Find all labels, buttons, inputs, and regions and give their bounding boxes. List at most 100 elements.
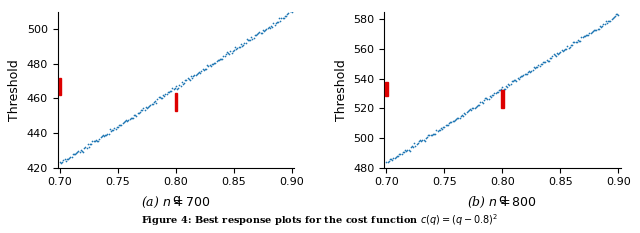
Point (129, 113, 140, 117)
Point (74, 150, 84, 153)
Point (430, 132, 440, 135)
Point (490, 91, 500, 95)
Point (520, 72, 531, 76)
Point (243, 38, 253, 41)
Point (414, 139, 424, 143)
Point (481, 96, 492, 100)
Point (572, 41, 582, 44)
Point (576, 35, 586, 39)
Point (494, 88, 504, 92)
Point (551, 54, 561, 58)
Point (164, 90, 174, 94)
Point (422, 135, 432, 139)
Point (83, 142, 93, 145)
Point (251, 33, 261, 37)
Point (518, 73, 529, 77)
Point (527, 68, 538, 72)
Point (68, 153, 78, 156)
Point (581, 33, 591, 37)
Point (539, 60, 549, 64)
Point (223, 51, 233, 55)
Point (523, 70, 533, 74)
Point (561, 47, 572, 51)
Point (220, 54, 230, 58)
Point (104, 132, 114, 136)
Point (396, 152, 406, 156)
Point (118, 120, 129, 124)
Point (511, 79, 522, 83)
Point (564, 45, 575, 49)
Point (596, 25, 606, 29)
Point (563, 46, 573, 49)
Point (449, 119, 459, 123)
Point (76, 148, 86, 152)
Point (460, 112, 470, 115)
Point (111, 127, 121, 131)
Point (403, 148, 413, 152)
Point (506, 82, 516, 86)
Point (228, 49, 238, 53)
Point (208, 62, 218, 66)
Point (415, 139, 425, 142)
Point (545, 56, 555, 60)
Point (477, 101, 488, 105)
Y-axis label: Threshold: Threshold (335, 59, 348, 121)
Point (399, 150, 409, 154)
Point (458, 114, 468, 118)
Point (257, 31, 267, 34)
Point (224, 52, 234, 56)
Point (575, 39, 586, 42)
Point (125, 116, 136, 120)
Point (483, 97, 493, 101)
Text: (b) $n = 800$: (b) $n = 800$ (467, 195, 538, 210)
Point (86, 142, 97, 146)
Point (563, 45, 573, 48)
Point (438, 125, 449, 129)
Point (207, 62, 217, 66)
Point (525, 70, 536, 74)
Point (195, 71, 205, 75)
Point (454, 116, 465, 120)
Point (194, 70, 204, 74)
Point (499, 88, 509, 91)
Point (88, 139, 99, 143)
Point (269, 23, 280, 27)
Point (591, 28, 602, 32)
Point (477, 100, 487, 104)
Point (211, 59, 221, 62)
Point (106, 129, 116, 133)
Bar (58, 78, 61, 95)
Point (284, 9, 294, 13)
Point (109, 126, 120, 130)
Point (484, 94, 495, 98)
Point (507, 79, 517, 83)
Point (154, 96, 164, 99)
Point (84, 145, 94, 149)
Point (409, 142, 419, 145)
Point (401, 149, 412, 153)
Point (431, 128, 442, 131)
Point (90, 139, 100, 143)
Point (552, 51, 562, 55)
Point (61, 160, 71, 163)
Point (486, 95, 496, 99)
Point (245, 38, 255, 42)
Point (266, 24, 276, 28)
Point (429, 132, 439, 136)
Point (388, 156, 399, 160)
Point (487, 93, 497, 96)
Point (532, 65, 543, 69)
Point (64, 156, 74, 160)
Point (236, 42, 246, 46)
Point (472, 104, 482, 107)
Point (172, 87, 182, 90)
Point (595, 24, 605, 28)
Point (237, 44, 247, 48)
Point (459, 111, 469, 115)
Point (81, 146, 92, 149)
Point (476, 100, 486, 104)
Point (524, 69, 534, 72)
Y-axis label: Threshold: Threshold (8, 59, 21, 121)
Point (613, 13, 623, 17)
Point (201, 67, 211, 70)
